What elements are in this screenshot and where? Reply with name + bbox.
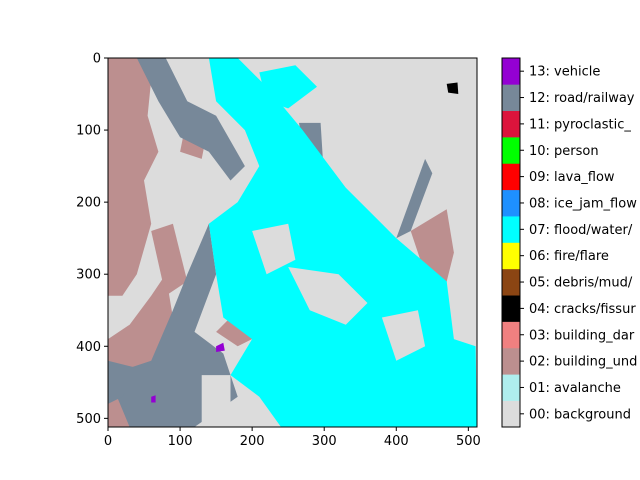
- class-2-region: [151, 223, 188, 296]
- class-13-region: [151, 395, 156, 403]
- colorbar-label-11: 11: pyroclastic_: [529, 117, 631, 132]
- colorbar-swatch-9: [502, 163, 520, 191]
- class-12-region: [136, 58, 245, 181]
- class-2-region: [108, 58, 159, 296]
- colorbar-swatch-7: [502, 216, 520, 243]
- y-tick-label: 500: [76, 412, 101, 427]
- colorbar-frame: [501, 57, 521, 428]
- class-0-region: [288, 267, 368, 325]
- x-tick-label: 0: [104, 434, 112, 449]
- colorbar-label-4: 04: cracks/fissur: [529, 302, 636, 317]
- y-tick-label: 100: [76, 124, 101, 139]
- colorbar-label-10: 10: person: [529, 144, 599, 159]
- x-tick-label: 500: [456, 434, 481, 449]
- colorbar-label-12: 12: road/railway: [529, 91, 635, 106]
- class-0-region: [252, 223, 296, 275]
- colorbar-swatch-2: [502, 347, 520, 375]
- segmentation-map: [107, 57, 478, 428]
- plot-frame: [107, 57, 478, 428]
- colorbar-label-6: 06: fire/flare: [529, 249, 609, 264]
- colorbar-label-9: 09: lava_flow: [529, 170, 615, 185]
- colorbar-label-0: 00: background: [529, 407, 631, 422]
- colorbar-label-2: 02: building_und: [529, 355, 637, 370]
- colorbar-swatch-12: [502, 84, 520, 112]
- class-12-region: [108, 360, 137, 404]
- colorbar-swatch-11: [502, 110, 520, 138]
- x-tick-label: 200: [240, 434, 265, 449]
- colorbar-legend: 00: background 01: avalanche 02: building_…: [501, 57, 637, 428]
- colorbar-swatch-3: [502, 321, 520, 349]
- colorbar-label-8: 08: ice_jam_flow: [529, 196, 637, 211]
- colorbar-swatch-1: [502, 374, 520, 401]
- colorbar-label-3: 03: building_dar: [529, 328, 635, 343]
- colorbar-swatch-13: [502, 58, 520, 85]
- colorbar-label-7: 07: flood/water/: [529, 223, 633, 238]
- class-13-region: [216, 342, 225, 352]
- x-axis: 0 100 200 300 400 500: [104, 427, 481, 449]
- colorbar-label-13: 13: vehicle: [529, 65, 600, 80]
- y-tick-label: 0: [93, 52, 101, 67]
- class-12-region: [396, 158, 433, 239]
- class-4-region: [446, 82, 459, 94]
- class-7-region: [259, 65, 317, 109]
- colorbar-swatch-0: [502, 400, 520, 428]
- colorbar-swatch-8: [502, 189, 520, 217]
- colorbar-swatch-5: [502, 268, 520, 296]
- y-tick-label: 400: [76, 340, 101, 355]
- y-axis: 0 100 200 300 400 500: [76, 52, 108, 427]
- x-tick-label: 400: [384, 434, 409, 449]
- class-0-region: [201, 375, 231, 427]
- x-tick-label: 300: [312, 434, 337, 449]
- colorbar-label-5: 05: debris/mud/: [529, 276, 633, 291]
- class-0-region: [381, 310, 426, 361]
- colorbar-label-1: 01: avalanche: [529, 381, 621, 396]
- x-tick-label: 100: [168, 434, 193, 449]
- y-tick-label: 200: [76, 196, 101, 211]
- colorbar-swatch-6: [502, 242, 520, 270]
- class-7-region: [291, 173, 339, 246]
- class-7-region: [266, 317, 339, 376]
- colorbar-swatch-10: [502, 137, 520, 164]
- y-tick-label: 300: [76, 268, 101, 283]
- colorbar-swatch-4: [502, 295, 520, 322]
